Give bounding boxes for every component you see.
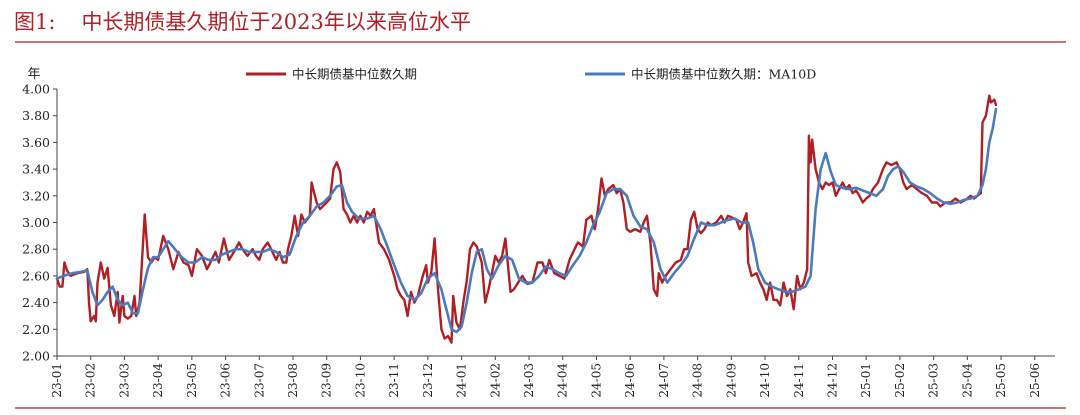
y-tick-label: 3.40 <box>22 162 50 177</box>
y-tick-label: 2.00 <box>22 349 50 364</box>
y-axis: 2.00 2.20 2.40 2.60 2.80 3.00 3.20 3.40 3.60 3.80… <box>22 82 58 364</box>
x-tick-label: 25-02 <box>893 363 907 398</box>
figure-label: 图1: <box>14 10 56 34</box>
x-tick-label: 24-01 <box>455 363 469 398</box>
y-tick-label: 3.60 <box>22 135 50 150</box>
x-tick-label: 23-05 <box>185 363 199 398</box>
series-line-duration <box>55 94 998 344</box>
x-tick-label: 23-06 <box>219 363 233 398</box>
y-tick-label: 2.60 <box>22 268 50 283</box>
x-tick-label: 23-09 <box>320 363 334 398</box>
x-tick-label: 23-02 <box>84 363 98 398</box>
y-tick-label: 2.20 <box>22 322 50 337</box>
x-tick-label: 24-10 <box>758 363 772 398</box>
x-tick-label: 25-04 <box>960 363 974 398</box>
y-tick-label: 2.80 <box>22 242 50 257</box>
x-tick-label: 23-01 <box>50 363 64 398</box>
y-tick-label: 3.00 <box>22 215 50 230</box>
x-tick-label: 23-12 <box>421 363 435 398</box>
x-tick-label: 23-03 <box>117 363 131 398</box>
x-tick-label: 25-05 <box>994 363 1008 398</box>
x-tick-label: 23-07 <box>252 363 266 398</box>
x-tick-label: 24-12 <box>825 363 839 398</box>
x-axis: 23-01 23-02 23-03 23-04 23-05 23-06 23-07 23-08… <box>50 355 1055 398</box>
x-tick-label: 25-06 <box>1028 363 1042 398</box>
figure-title-text: 中长期债基久期位于2023年以来高位水平 <box>81 10 471 34</box>
y-tick-label: 3.80 <box>22 108 50 123</box>
x-tick-label: 25-01 <box>859 363 873 398</box>
x-tick-label: 24-03 <box>522 363 536 398</box>
figure-title: 图1: 中长期债基久期位于2023年以来高位水平 <box>14 6 471 36</box>
x-tick-label: 24-07 <box>657 363 671 398</box>
x-tick-label: 24-11 <box>792 363 806 398</box>
x-tick-label: 24-08 <box>691 363 705 398</box>
x-tick-label: 24-04 <box>556 363 570 398</box>
x-tick-label: 23-11 <box>387 363 401 398</box>
x-tick-label: 25-03 <box>927 363 941 398</box>
y-tick-label: 2.40 <box>22 295 50 310</box>
x-tick-label: 24-02 <box>488 363 502 398</box>
x-tick-label: 24-05 <box>589 363 603 398</box>
x-tick-label: 24-09 <box>724 363 738 398</box>
y-axis-unit: 年 <box>27 67 40 82</box>
y-tick-label: 4.00 <box>22 82 50 97</box>
series-lines <box>55 94 998 344</box>
x-tick-label: 23-04 <box>151 363 165 398</box>
legend-label-duration: 中长期债基中位数久期 <box>292 67 417 82</box>
series-line-ma10d <box>55 107 998 334</box>
x-tick-label: 23-08 <box>286 363 300 398</box>
y-tick-label: 3.20 <box>22 188 50 203</box>
legend-label-ma10d: 中长期债基中位数久期：MA10D <box>631 67 816 82</box>
x-tick-label: 23-10 <box>353 363 367 398</box>
legend: 中长期债基中位数久期 中长期债基中位数久期：MA10D <box>246 67 816 82</box>
x-tick-label: 24-06 <box>623 363 637 398</box>
